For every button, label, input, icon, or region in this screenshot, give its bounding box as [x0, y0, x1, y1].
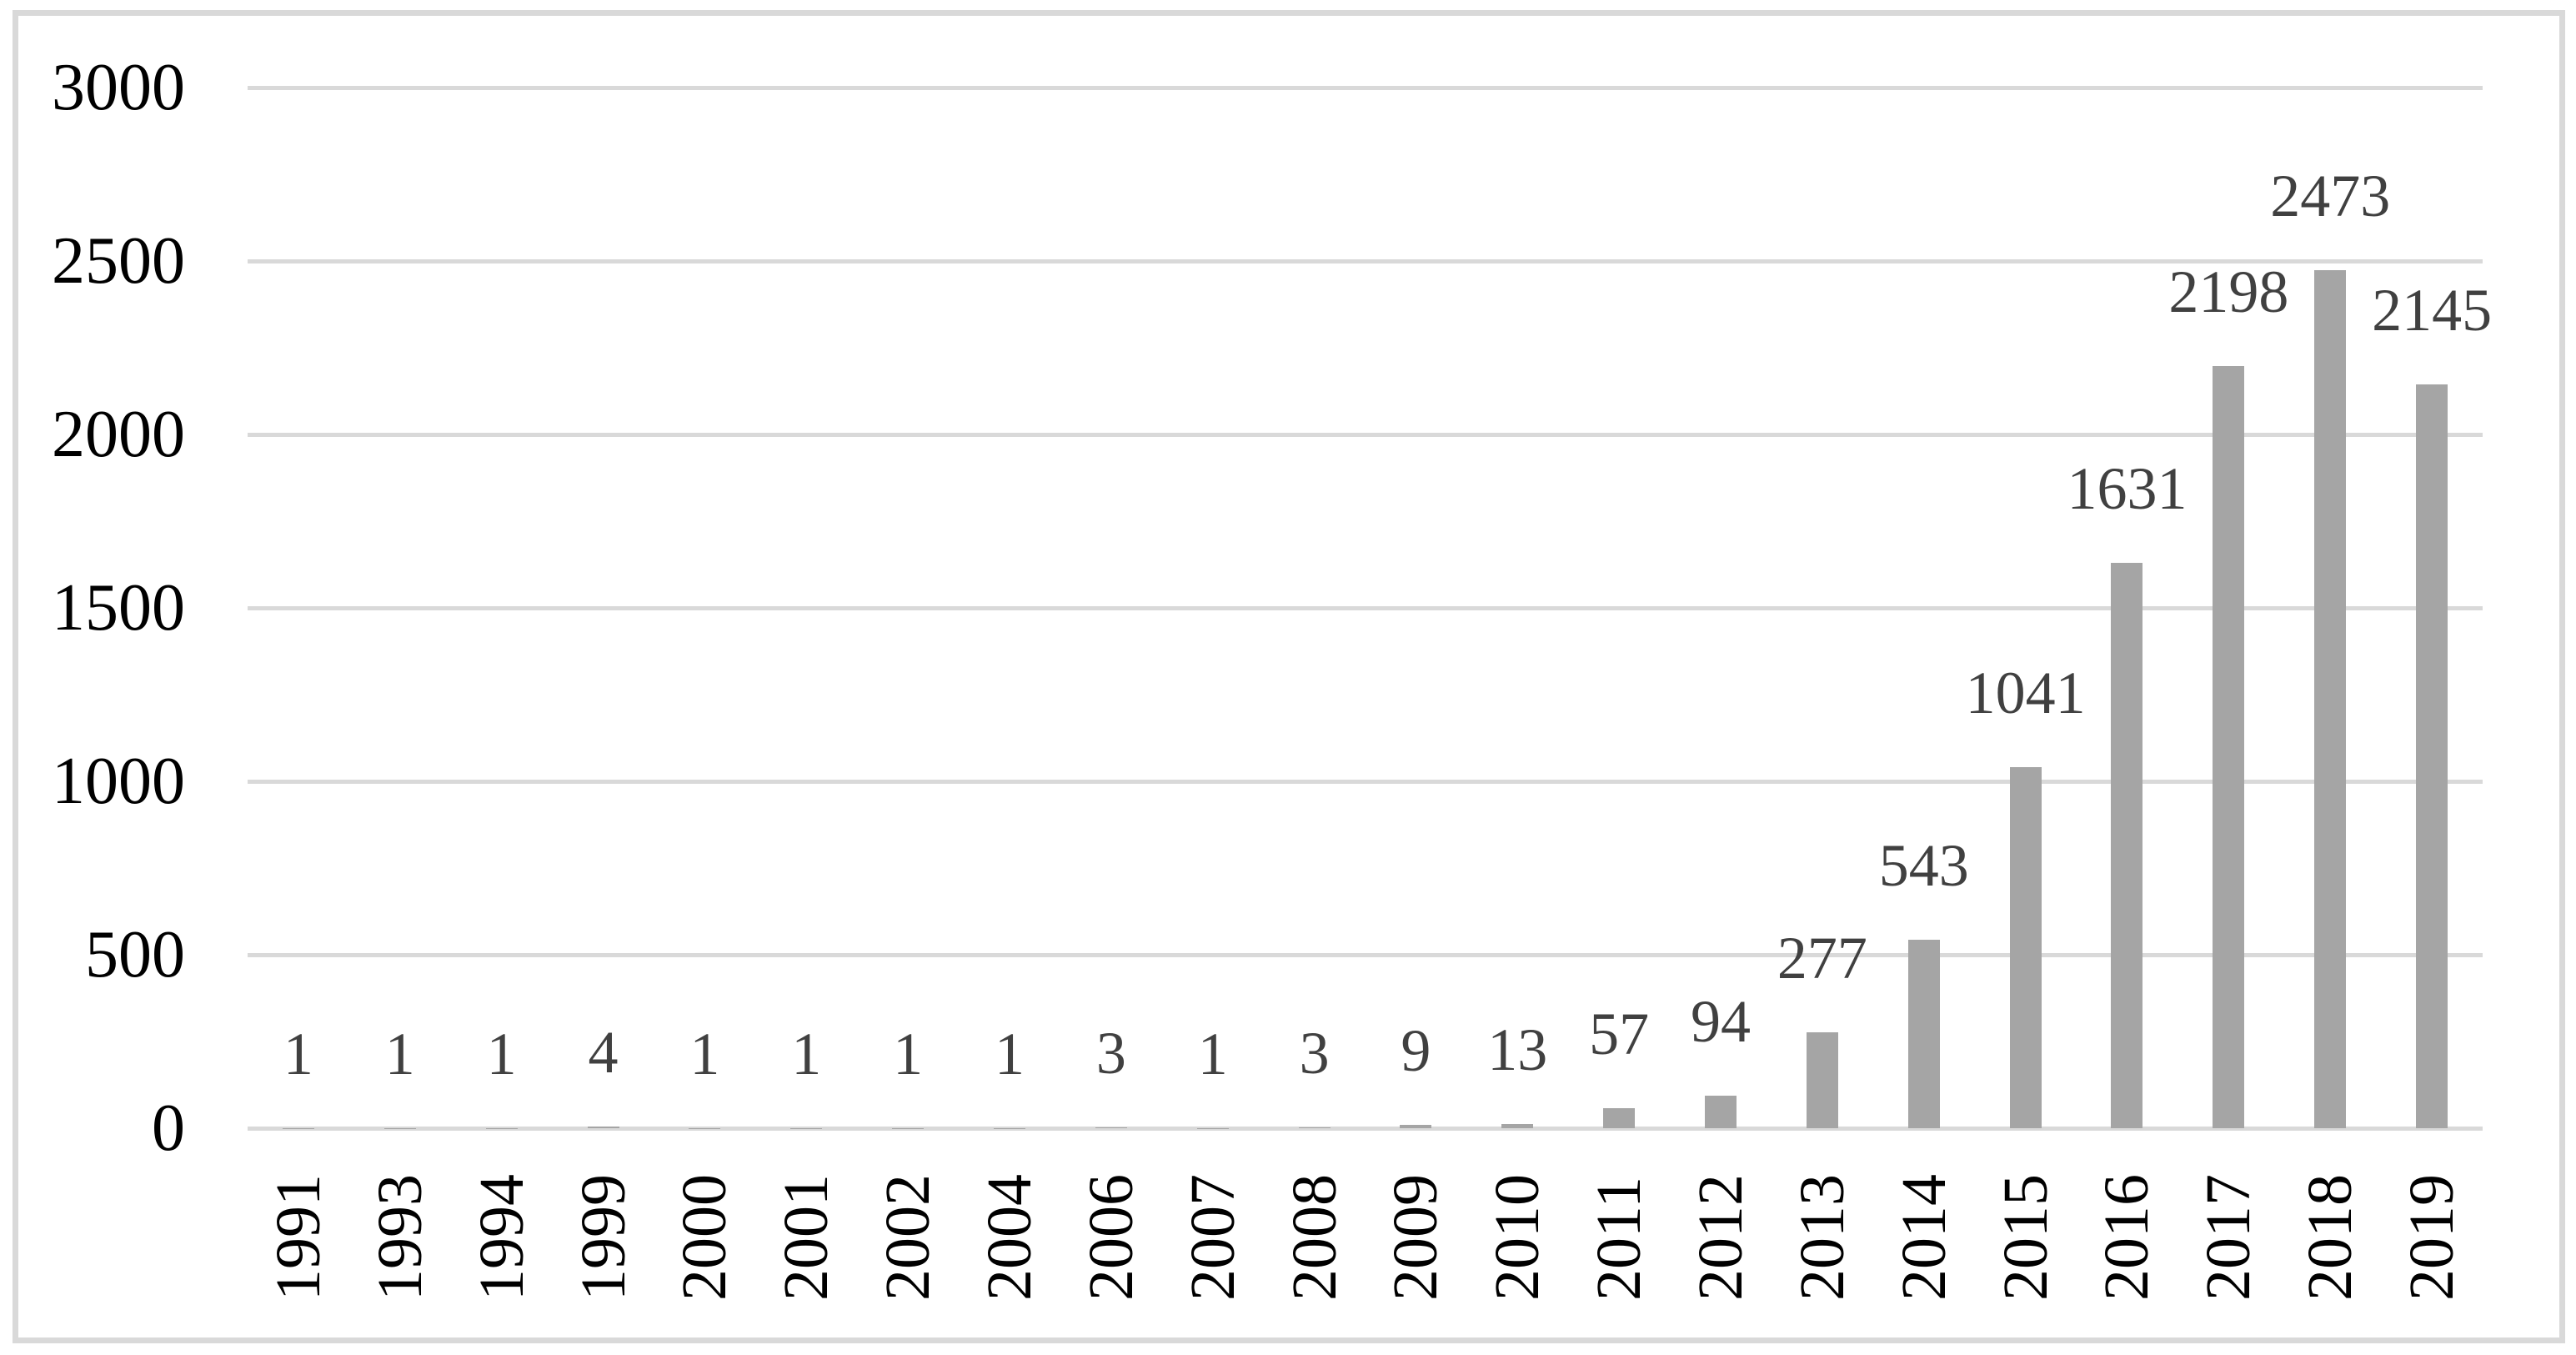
bar-value-label: 2473	[2270, 163, 2391, 230]
y-gridline	[248, 952, 2483, 957]
x-tick-label: 2012	[1686, 1174, 1757, 1301]
bar-value-label: 1041	[1965, 659, 2086, 726]
x-tick-label: 2009	[1381, 1174, 1451, 1301]
bar	[1705, 1095, 1737, 1128]
bar	[1400, 1125, 1432, 1128]
y-gridline	[248, 432, 2483, 437]
bar	[2213, 365, 2245, 1128]
bar-value-label: 3	[1095, 1019, 1126, 1087]
x-tick-label: 2004	[974, 1174, 1045, 1301]
x-tick-label: 1991	[263, 1174, 333, 1301]
y-tick-label: 0	[152, 1092, 185, 1165]
y-tick-label: 2000	[52, 398, 185, 471]
x-tick-label: 2011	[1584, 1176, 1655, 1301]
y-tick-label: 3000	[52, 51, 185, 124]
x-tick-label: 2007	[1177, 1174, 1248, 1301]
bar-value-label: 3	[1299, 1019, 1330, 1087]
bar-value-label: 277	[1777, 924, 1867, 991]
bar	[1095, 1127, 1127, 1128]
bar-value-label: 2198	[2168, 258, 2289, 325]
bar	[2314, 270, 2347, 1128]
bar	[1806, 1031, 1838, 1128]
x-tick-label: 1993	[364, 1174, 435, 1301]
bar-value-label: 1	[283, 1020, 313, 1087]
bar	[1603, 1108, 1636, 1128]
x-tick-label: 2000	[669, 1174, 740, 1301]
bar-value-label: 9	[1401, 1017, 1431, 1085]
x-tick-label: 2006	[1075, 1174, 1146, 1301]
x-tick-label: 2001	[771, 1174, 842, 1301]
y-gridline	[248, 85, 2483, 90]
bar	[1501, 1123, 1534, 1128]
y-gridline	[248, 258, 2483, 263]
bar	[2416, 384, 2448, 1128]
y-gridline	[248, 1126, 2483, 1131]
bar-value-label: 13	[1487, 1016, 1548, 1083]
bar	[2009, 766, 2042, 1128]
bar-value-label: 2145	[2372, 276, 2493, 344]
y-tick-label: 500	[85, 918, 185, 991]
x-tick-label: 1994	[466, 1174, 537, 1301]
x-tick-label: 1999	[568, 1174, 639, 1301]
bar-value-label: 1	[689, 1020, 720, 1087]
bar-value-label: 1	[384, 1020, 415, 1087]
bar	[1298, 1127, 1331, 1128]
x-tick-label: 2017	[2193, 1174, 2264, 1301]
bar-value-label: 1	[791, 1020, 822, 1087]
y-tick-label: 1500	[52, 571, 185, 645]
y-tick-label: 2500	[52, 224, 185, 298]
x-tick-label: 2015	[1990, 1174, 2061, 1301]
bar-value-label: 1	[1197, 1020, 1228, 1087]
x-tick-label: 2018	[2295, 1174, 2366, 1301]
x-tick-label: 2008	[1279, 1174, 1350, 1301]
bar	[1907, 940, 1940, 1128]
bar-value-label: 57	[1589, 1001, 1650, 1068]
x-tick-label: 2016	[2092, 1174, 2163, 1301]
bar-value-label: 543	[1878, 832, 1969, 900]
x-tick-label: 2013	[1787, 1174, 1857, 1301]
bar-value-label: 4	[588, 1019, 619, 1087]
x-tick-label: 2010	[1482, 1174, 1553, 1301]
y-tick-label: 1000	[52, 745, 185, 818]
x-tick-label: 2002	[873, 1174, 944, 1301]
bar	[2111, 562, 2143, 1128]
bar-value-label: 1631	[2067, 454, 2188, 522]
x-tick-label: 2019	[2397, 1174, 2468, 1301]
bar-value-label: 1	[486, 1020, 517, 1087]
bar-value-label: 94	[1691, 987, 1752, 1055]
bar-value-label: 1	[994, 1020, 1025, 1087]
y-gridline	[248, 779, 2483, 784]
x-tick-label: 2014	[1888, 1174, 1959, 1301]
bar-value-label: 1	[893, 1020, 924, 1087]
y-gridline	[248, 605, 2483, 610]
bar	[587, 1127, 619, 1128]
